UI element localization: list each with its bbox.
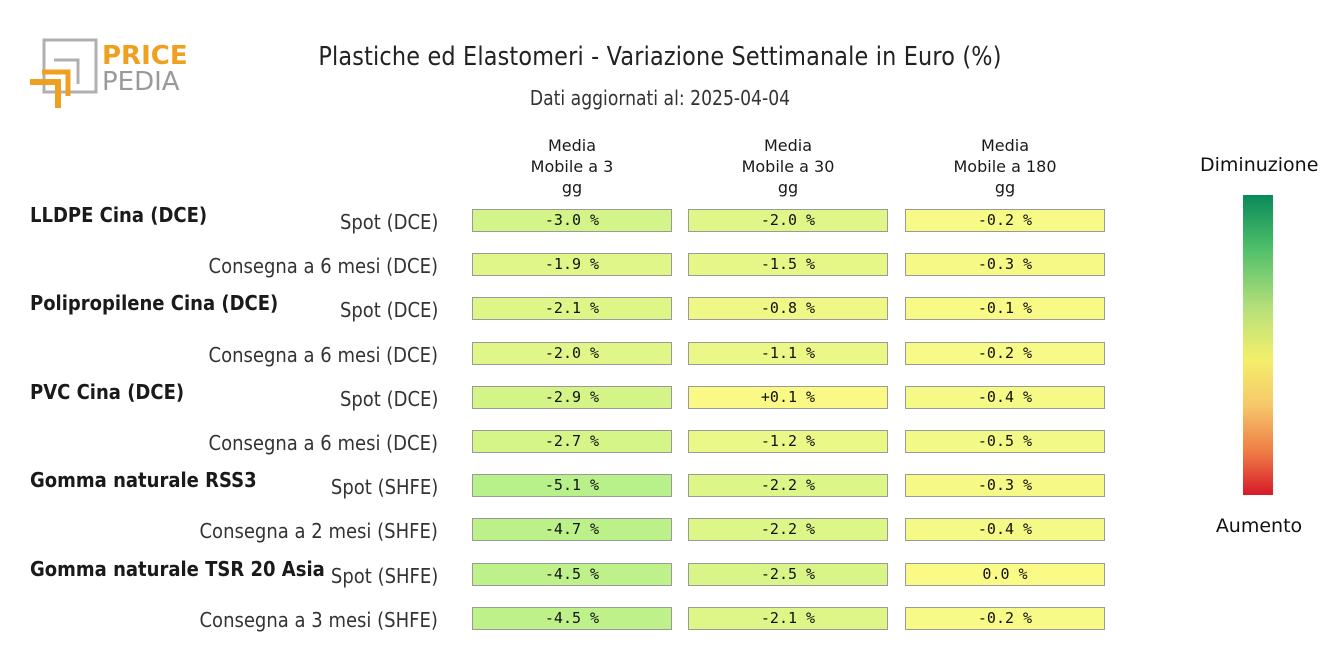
value-cell: -0.3 % [905, 253, 1105, 276]
value-cell: -2.2 % [688, 474, 888, 497]
legend-label-bottom: Aumento [1215, 515, 1303, 537]
column-header-line: Mobile a 3 [530, 157, 614, 176]
row-label: Spot (SHFE) [330, 475, 438, 499]
logo-text-pedia: PEDIA [102, 67, 180, 97]
row-label: Consegna a 2 mesi (SHFE) [199, 519, 438, 543]
row-label: Consegna a 6 mesi (DCE) [208, 254, 438, 278]
column-header-line: Mobile a 180 [953, 157, 1057, 176]
value-cell: -1.5 % [688, 253, 888, 276]
row-label: Spot (SHFE) [330, 564, 438, 588]
value-cell: -4.5 % [472, 607, 672, 630]
group-label: Gomma naturale TSR 20 Asia [30, 557, 325, 581]
group-label: Gomma naturale RSS3 [30, 468, 257, 492]
value-cell: -0.2 % [905, 209, 1105, 232]
column-header-line: gg [561, 178, 583, 197]
value-cell: -2.1 % [688, 607, 888, 630]
value-cell: -0.8 % [688, 297, 888, 320]
value-cell: -1.1 % [688, 342, 888, 365]
value-cell: -2.0 % [472, 342, 672, 365]
column-header: Media Mobile a 30 gg [687, 135, 889, 198]
value-cell: -5.1 % [472, 474, 672, 497]
chart-title: Plastiche ed Elastomeri - Variazione Set… [318, 42, 1002, 72]
column-header-line: Media [547, 136, 597, 155]
legend-color-bar [1243, 195, 1273, 495]
column-header-line: Media [980, 136, 1030, 155]
value-cell: -2.1 % [472, 297, 672, 320]
value-cell: -4.5 % [472, 563, 672, 586]
column-header-line: Mobile a 30 [741, 157, 835, 176]
value-cell: -3.0 % [472, 209, 672, 232]
row-label: Consegna a 3 mesi (SHFE) [199, 608, 438, 632]
group-label: LLDPE Cina (DCE) [30, 203, 208, 227]
logo-text-price: PRICE [102, 41, 188, 71]
value-cell: -0.4 % [905, 386, 1105, 409]
value-cell: -4.7 % [472, 518, 672, 541]
legend-label-top: Diminuzione [1200, 154, 1319, 176]
row-label: Spot (DCE) [339, 387, 438, 411]
value-cell: -1.2 % [688, 430, 888, 453]
value-cell: -2.9 % [472, 386, 672, 409]
group-label: Polipropilene Cina (DCE) [30, 291, 279, 315]
value-cell: -0.5 % [905, 430, 1105, 453]
value-cell: -0.3 % [905, 474, 1105, 497]
value-cell: +0.1 % [688, 386, 888, 409]
column-header-line: Media [763, 136, 813, 155]
value-cell: -2.2 % [688, 518, 888, 541]
value-cell: -2.7 % [472, 430, 672, 453]
column-header: Media Mobile a 180 gg [904, 135, 1106, 198]
value-cell: -0.2 % [905, 607, 1105, 630]
chart-subtitle: Dati aggiornati al: 2025-04-04 [529, 86, 791, 110]
value-cell: -0.1 % [905, 297, 1105, 320]
row-label: Spot (DCE) [339, 210, 438, 234]
value-cell: 0.0 % [905, 563, 1105, 586]
value-cell: -0.4 % [905, 518, 1105, 541]
value-cell: -0.2 % [905, 342, 1105, 365]
column-header: Media Mobile a 3 gg [471, 135, 673, 198]
row-label: Consegna a 6 mesi (DCE) [208, 431, 438, 455]
value-cell: -2.5 % [688, 563, 888, 586]
value-cell: -2.0 % [688, 209, 888, 232]
pricepedia-logo: PRICE PEDIA [30, 38, 190, 110]
row-label: Consegna a 6 mesi (DCE) [208, 343, 438, 367]
column-header-line: gg [994, 178, 1016, 197]
column-header-line: gg [777, 178, 799, 197]
group-label: PVC Cina (DCE) [30, 380, 185, 404]
value-cell: -1.9 % [472, 253, 672, 276]
row-label: Spot (DCE) [339, 298, 438, 322]
